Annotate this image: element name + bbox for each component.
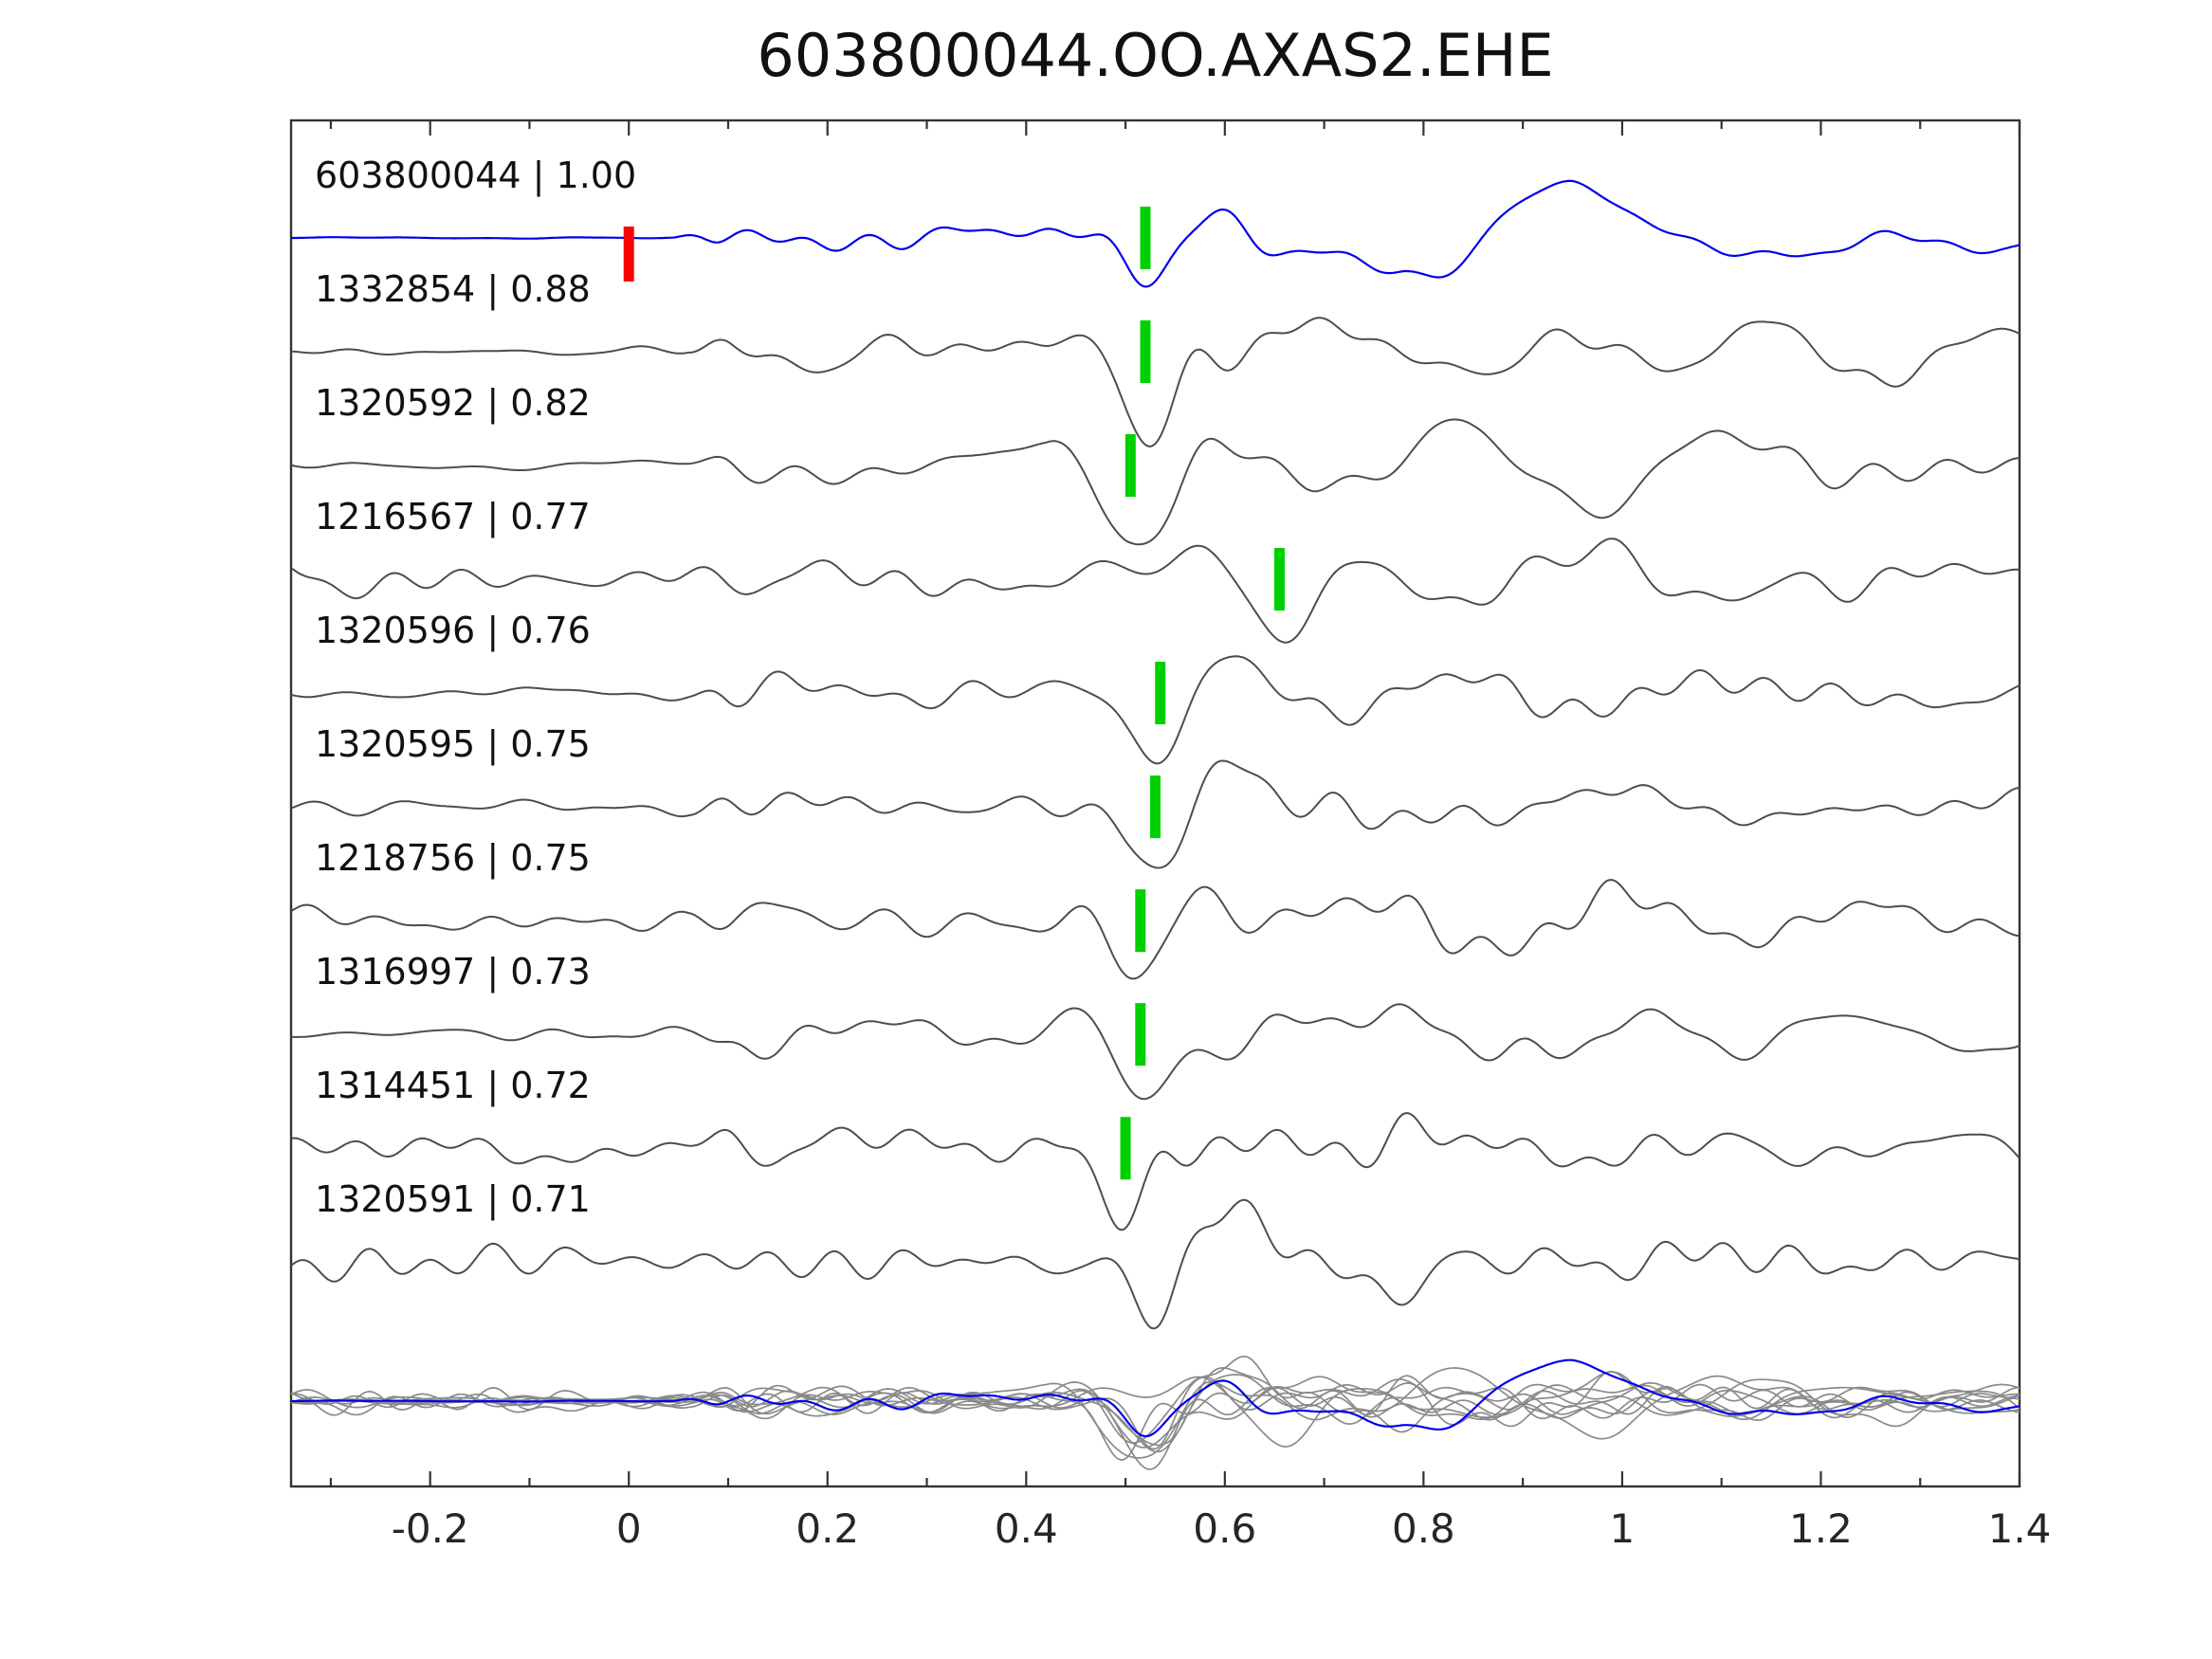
waveform-trace-1320592	[291, 418, 2020, 546]
trace-label: 1320591 | 0.71	[315, 1178, 591, 1221]
waveform-trace-1332854	[291, 317, 2020, 448]
trace-label: 603800044 | 1.00	[315, 154, 637, 196]
stack-waveform-template	[291, 1358, 2020, 1438]
trace-label: 1218756 | 0.75	[315, 837, 591, 880]
trace-label: 1320595 | 0.75	[315, 723, 591, 766]
pick-marker-green	[1155, 662, 1166, 725]
trace-label: 1316997 | 0.73	[315, 951, 591, 994]
x-tick-label: -0.2	[391, 1505, 469, 1552]
pick-marker-red	[623, 226, 634, 282]
trace-label: 1332854 | 0.88	[315, 267, 591, 310]
x-tick-label: 0.8	[1391, 1505, 1455, 1552]
x-tick-label: 1	[1609, 1505, 1636, 1552]
chart-title: 603800044.OO.AXAS2.EHE	[757, 21, 1554, 90]
x-tick-label: 0.2	[795, 1505, 860, 1552]
pick-marker-green	[1273, 548, 1285, 611]
trace-label: 1320596 | 0.76	[315, 610, 591, 652]
waveform-trace-1316997	[291, 1003, 2020, 1101]
pick-marker-green	[1135, 889, 1146, 953]
pick-marker-green	[1120, 1117, 1131, 1180]
waveform-traces	[291, 179, 2020, 1470]
trace-label: 1216567 | 0.77	[315, 496, 591, 538]
axis-ticks	[329, 120, 2021, 1486]
waveform-trace-1314451	[291, 1112, 2020, 1231]
pick-markers	[623, 206, 1285, 1180]
waveform-trace-1216567	[291, 538, 2020, 644]
trace-label: 1314451 | 0.72	[315, 1065, 591, 1107]
trace-label: 1320592 | 0.82	[315, 381, 591, 424]
x-tick-label: 1.4	[1987, 1505, 2052, 1552]
pick-marker-green	[1140, 206, 1151, 269]
pick-marker-green	[1140, 319, 1151, 383]
waveform-trace-1320596	[291, 655, 2020, 765]
pick-marker-green	[1150, 775, 1161, 839]
stack-waveform-1316997	[291, 1378, 2020, 1449]
pick-marker-green	[1135, 1003, 1146, 1066]
waveform-trace-1320591	[291, 1198, 2020, 1330]
x-tick-label: 0.6	[1193, 1505, 1257, 1552]
x-tick-label: 0.4	[994, 1505, 1058, 1552]
waveform-trace-603800044	[291, 179, 2020, 288]
x-tick-label: 1.2	[1789, 1505, 1853, 1552]
pick-marker-green	[1124, 433, 1136, 497]
waveform-trace-1218756	[291, 879, 2020, 980]
waveform-trace-1320595	[291, 759, 2020, 869]
x-tick-label: 0	[615, 1505, 642, 1552]
stack-waveform-1320591	[291, 1355, 2020, 1450]
stack-waveform-1320596	[291, 1374, 2020, 1453]
